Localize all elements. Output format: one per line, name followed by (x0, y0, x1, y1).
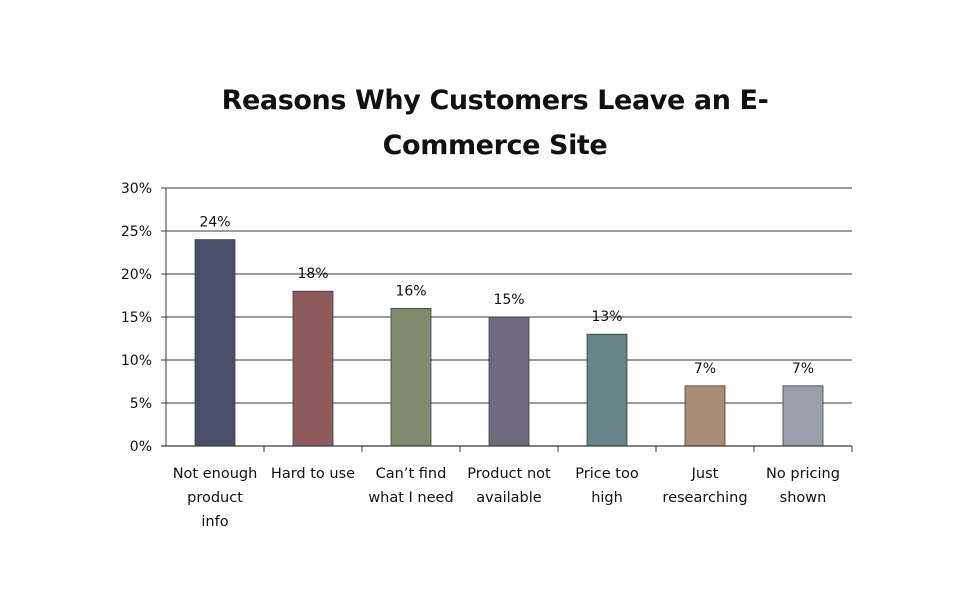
y-tick-label-15: 15% (121, 310, 152, 326)
data-label-2: 18% (297, 266, 328, 282)
y-tick-label-10: 10% (121, 353, 152, 369)
y-tick-label-25: 25% (121, 224, 152, 240)
y-tick-label-20: 20% (121, 267, 152, 283)
data-label-7: 7% (792, 361, 814, 377)
category-label-3-line-2: what I need (368, 490, 453, 506)
chart-title-line-2: Commerce Site (382, 130, 608, 161)
bar-5 (586, 333, 628, 447)
data-label-3: 16% (395, 283, 426, 299)
chart-title-line-1: Reasons Why Customers Leave an E- (221, 85, 769, 116)
data-label-4: 15% (493, 292, 524, 308)
category-label-7-line-1: No pricing (766, 466, 840, 482)
data-label-1: 24% (199, 215, 230, 231)
category-label-5-line-1: Price too (575, 466, 639, 482)
y-tick-label-30: 30% (121, 181, 152, 197)
y-tick-label-5: 5% (130, 396, 152, 412)
bar-3 (390, 307, 432, 447)
category-label-5-line-2: high (591, 490, 623, 506)
bar-1 (194, 239, 236, 447)
bar-4 (488, 316, 530, 447)
bar-7 (782, 385, 824, 447)
category-label-4-line-1: Product not (467, 466, 551, 482)
category-label-3-line-1: Can’t find (376, 466, 447, 482)
category-label-7-line-2: shown (780, 490, 827, 506)
category-label-1-line-3: info (201, 514, 228, 530)
bar-6 (684, 385, 726, 447)
category-label-2-line-1: Hard to use (271, 466, 355, 482)
chart-title: Reasons Why Customers Leave an E- Commer… (150, 78, 840, 168)
category-label-6-line-1: Just (691, 466, 719, 482)
category-label-1-line-1: Not enough (173, 466, 258, 482)
data-label-5: 13% (591, 309, 622, 325)
category-label-6-line-2: researching (662, 490, 747, 506)
data-label-6: 7% (694, 361, 716, 377)
y-tick-label-0: 0% (130, 439, 152, 455)
category-label-1-line-2: product (187, 490, 243, 506)
bar-2 (292, 290, 334, 447)
category-label-4-line-2: available (476, 490, 542, 506)
